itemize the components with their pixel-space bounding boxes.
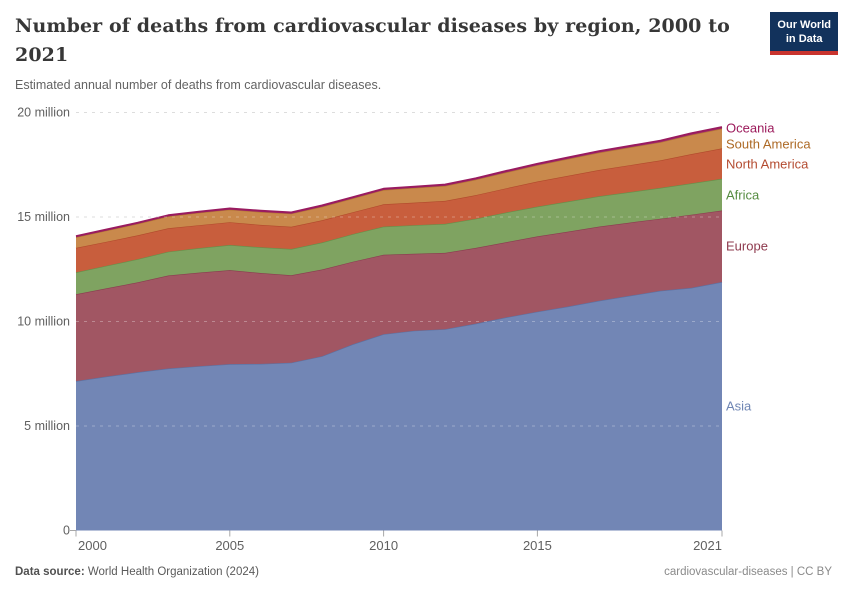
y-axis-tick-label: 0 [63, 524, 70, 538]
x-axis-tick-label: 2010 [369, 538, 398, 553]
area-south-america[interactable] [76, 128, 722, 248]
legend-label-europe[interactable]: Europe [726, 238, 768, 254]
owid-logo[interactable]: Our World in Data [770, 12, 838, 55]
legend-label-oceania[interactable]: Oceania [726, 120, 775, 136]
legend-label-asia[interactable]: Asia [726, 398, 752, 414]
data-source: Data source: World Health Organization (… [15, 566, 259, 578]
page-title: Number of deaths from cardiovascular dis… [15, 15, 730, 67]
series-line-oceania [75, 126, 723, 238]
y-axis-tick-label: 15 million [17, 210, 70, 224]
legend-label-north-america[interactable]: North America [726, 156, 809, 172]
legend-label-south-america[interactable]: South America [726, 136, 811, 152]
x-axis-tick-label: 2000 [78, 538, 107, 553]
owid-logo-line2: in Data [785, 33, 823, 46]
chart-header: Number of deaths from cardiovascular dis… [15, 12, 760, 92]
y-axis-tick-label: 5 million [24, 419, 70, 433]
y-axis-tick-label: 20 million [17, 106, 70, 120]
area-africa[interactable] [76, 178, 722, 295]
area-north-america[interactable] [76, 148, 722, 273]
area-europe[interactable] [76, 210, 722, 382]
y-axis-tick-label: 10 million [17, 315, 70, 329]
chart-footer: Data source: World Health Organization (… [0, 566, 850, 578]
area-asia[interactable] [76, 282, 722, 531]
page-subtitle: Estimated annual number of deaths from c… [15, 77, 382, 92]
owid-logo-line1: Our World [777, 19, 831, 31]
x-axis-tick-label: 2005 [215, 538, 244, 553]
license-credit[interactable]: cardiovascular-diseases | CC BY [664, 566, 832, 578]
x-axis-tick-label: 2015 [523, 538, 552, 553]
x-axis-tick-label: 2021 [693, 538, 722, 553]
data-source-value: World Health Organization (2024) [87, 566, 259, 578]
legend-label-africa[interactable]: Africa [726, 187, 760, 203]
data-source-label: Data source: [15, 566, 85, 578]
